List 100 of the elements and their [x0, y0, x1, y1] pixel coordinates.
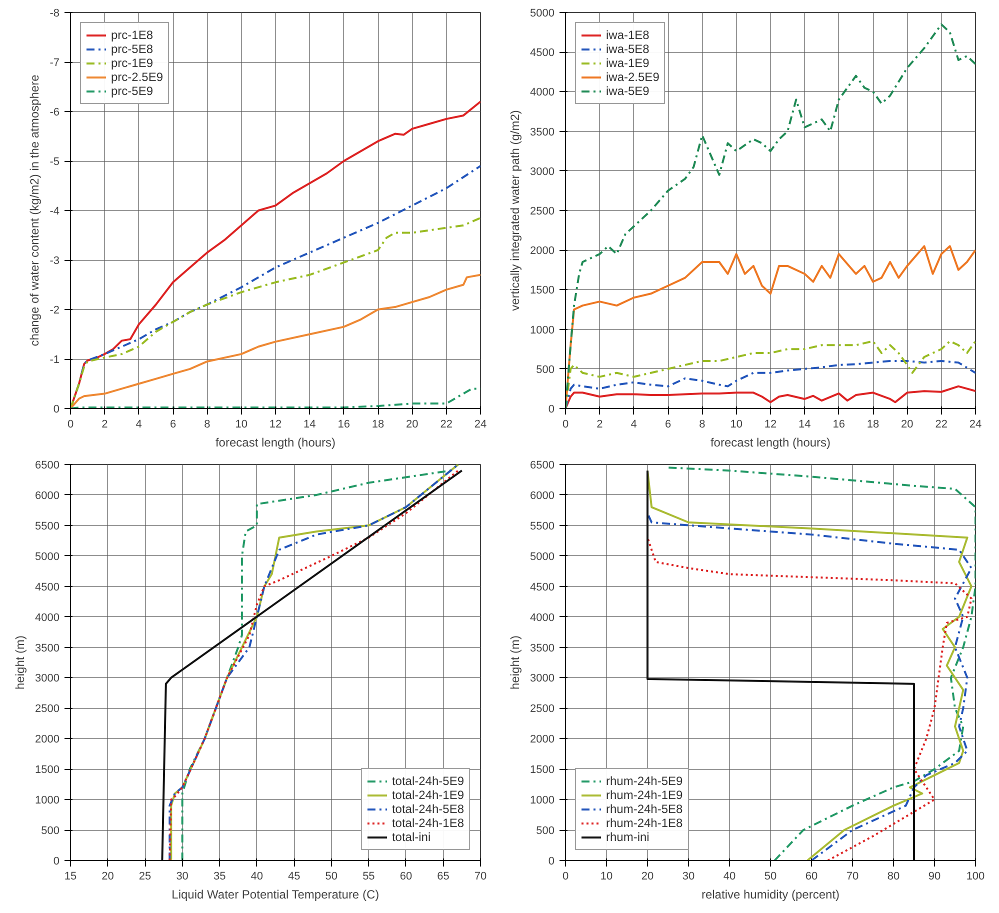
legend-label: total-24h-1E9 [392, 788, 464, 802]
x-tick-label: 2 [102, 418, 108, 430]
legend-label: rhum-24h-1E8 [606, 816, 683, 830]
x-axis-title: Liquid Water Potential Temperature (C) [172, 888, 380, 902]
x-tick-label: 4 [630, 418, 637, 430]
x-tick-label: 80 [887, 870, 900, 882]
x-tick-label: 45 [288, 870, 300, 882]
y-tick-label: -4 [50, 206, 60, 218]
x-tick-label: 6 [664, 418, 672, 430]
legend-label: iwa-2.5E9 [606, 70, 660, 84]
y-tick-label: -3 [50, 255, 60, 267]
x-tick-label: 65 [437, 870, 450, 882]
y-tick-label: 6500 [35, 460, 60, 472]
y-tick-label: -1 [50, 354, 60, 366]
x-tick-label: 0 [67, 418, 74, 430]
y-tick-label: 2000 [35, 734, 60, 746]
y-axis-title: vertically integrated water path (g/m2) [508, 110, 522, 311]
y-tick-label: 0 [53, 404, 60, 416]
y-tick-label: 1000 [35, 794, 60, 807]
legend-label: rhum-ini [606, 830, 650, 844]
y-tick-label: 5500 [35, 520, 60, 532]
y-tick-label: -6 [50, 106, 60, 118]
x-tick-label: 24 [969, 418, 982, 430]
legend-label: iwa-5E9 [606, 84, 650, 98]
x-tick-label: 20 [901, 418, 914, 430]
legend-label: total-24h-1E8 [392, 816, 464, 830]
y-tick-label: -7 [50, 57, 60, 69]
legend-label: iwa-1E8 [606, 28, 650, 42]
legend-label: rhum-24h-1E9 [606, 788, 683, 802]
x-tick-label: 40 [250, 870, 263, 882]
x-tick-label: 30 [682, 870, 695, 882]
x-tick-label: 15 [64, 870, 77, 882]
y-tick-label: 4000 [35, 612, 60, 624]
y-tick-label: 1500 [35, 764, 60, 776]
y-tick-label: 4500 [530, 47, 555, 60]
y-tick-label: 500 [536, 825, 555, 838]
x-tick-label: 24 [474, 418, 487, 430]
y-tick-label: -5 [50, 156, 60, 168]
y-tick-label: 2500 [35, 703, 60, 716]
x-tick-label: 18 [372, 418, 384, 430]
y-tick-label: 4500 [530, 581, 555, 594]
x-tick-label: 12 [269, 418, 282, 430]
y-tick-label: 0 [548, 404, 555, 416]
y-tick-label: -2 [50, 304, 60, 316]
y-tick-label: 2500 [530, 206, 555, 218]
x-tick-label: 55 [362, 870, 375, 882]
x-tick-label: 10 [600, 870, 613, 882]
x-tick-label: 90 [928, 870, 941, 882]
x-tick-label: 22 [935, 418, 948, 430]
x-tick-label: 0 [562, 418, 569, 430]
x-tick-label: 60 [805, 870, 818, 882]
x-tick-label: 4 [136, 418, 142, 430]
y-tick-label: 2000 [530, 734, 555, 746]
x-tick-label: 8 [204, 418, 210, 430]
x-tick-label: 20 [406, 418, 418, 430]
legend-label: prc-5E9 [111, 84, 154, 98]
legend-label: iwa-1E9 [606, 56, 650, 70]
x-tick-label: 25 [138, 870, 152, 882]
y-tick-label: 2500 [530, 703, 555, 716]
y-tick-label: 5500 [530, 520, 555, 532]
x-tick-label: 8 [699, 418, 706, 430]
x-tick-label: 50 [325, 870, 338, 882]
x-axis-title: forecast length (hours) [710, 436, 831, 450]
legend-label: prc-5E8 [111, 42, 154, 56]
x-tick-label: 70 [846, 870, 859, 882]
x-tick-label: 14 [798, 418, 811, 430]
y-tick-label: 6000 [35, 490, 60, 502]
x-tick-label: 22 [440, 418, 452, 430]
y-tick-label: 4000 [530, 86, 555, 99]
y-tick-label: 0 [53, 856, 60, 868]
x-tick-label: 10 [235, 418, 248, 430]
y-tick-label: 1000 [530, 324, 555, 336]
y-axis-title: change of water content (kg/m2) in the atmosphere [28, 74, 42, 346]
x-tick-label: 2 [596, 418, 603, 430]
x-tick-label: 0 [562, 870, 569, 882]
x-tick-label: 35 [213, 870, 226, 882]
y-tick-label: 3500 [530, 642, 555, 654]
y-tick-label: 3500 [530, 126, 555, 138]
x-tick-label: 40 [723, 870, 736, 882]
y-tick-label: 5000 [530, 550, 555, 563]
y-tick-label: 2000 [530, 245, 555, 258]
legend-label: rhum-24h-5E8 [606, 802, 683, 816]
y-tick-label: 4500 [35, 581, 60, 594]
legend-label: iwa-5E8 [606, 42, 650, 56]
y-tick-label: 1500 [530, 764, 555, 776]
x-tick-label: 70 [474, 870, 487, 882]
legend-label: total-24h-5E8 [392, 802, 464, 816]
y-tick-label: 3000 [35, 672, 60, 685]
x-tick-label: 12 [764, 418, 777, 430]
legend-label: rhum-24h-5E9 [606, 774, 683, 788]
y-tick-label: 3000 [530, 166, 555, 178]
y-tick-label: 4000 [530, 612, 555, 624]
legend-label: total-24h-5E9 [392, 774, 464, 788]
x-tick-label: 16 [832, 418, 845, 430]
x-tick-label: 20 [641, 870, 654, 882]
y-tick-label: 500 [536, 364, 555, 376]
y-tick-label: 6000 [530, 490, 555, 502]
legend-label: prc-1E9 [111, 56, 154, 70]
y-tick-label: 1000 [530, 794, 555, 807]
x-tick-label: 16 [338, 418, 350, 430]
